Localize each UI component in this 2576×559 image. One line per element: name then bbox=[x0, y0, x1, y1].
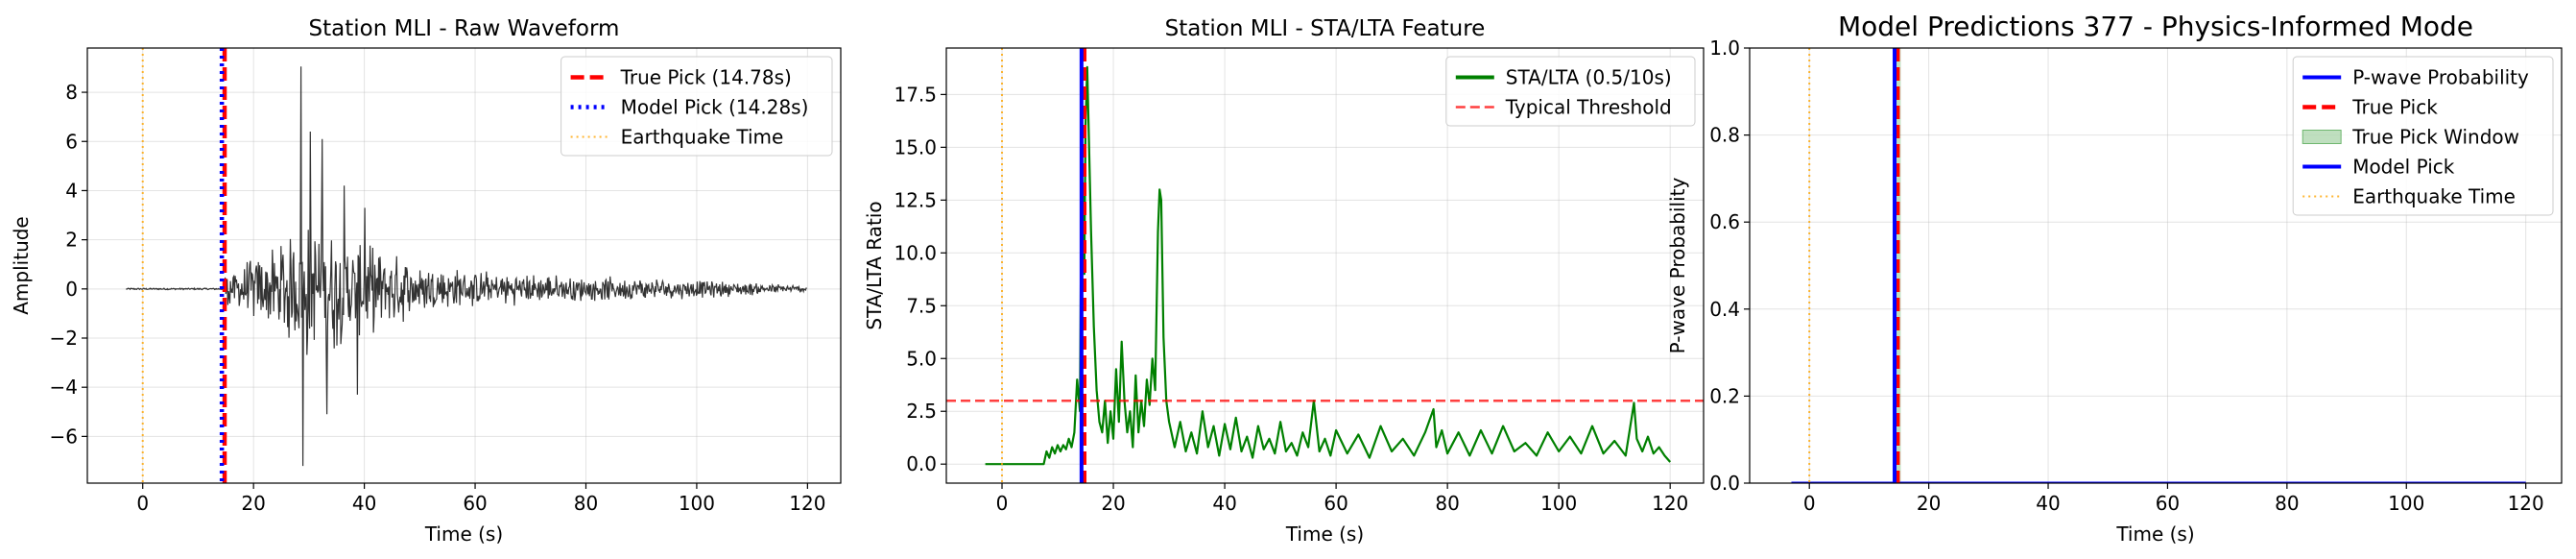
y-tick-label: 5.0 bbox=[906, 347, 937, 370]
y-axis-label: P-wave Probability bbox=[1666, 178, 1689, 354]
legend-entry-label: Earthquake Time bbox=[621, 126, 784, 149]
x-tick-label: 100 bbox=[679, 492, 715, 515]
axes-frame bbox=[86, 47, 842, 484]
plot-area bbox=[1791, 48, 2526, 483]
x-tick-label: 20 bbox=[1101, 492, 1125, 515]
legend: P-wave Probability True Pick True Pick Win… bbox=[2292, 56, 2554, 216]
y-tick-label: 7.5 bbox=[906, 294, 937, 317]
x-tick-label: 0 bbox=[996, 492, 1009, 515]
chart-title: Station MLI - STA/LTA Feature bbox=[1165, 16, 1486, 41]
x-axis-ticks: 0 20 40 60 80 100 120 bbox=[1803, 483, 2544, 515]
x-tick-label: 40 bbox=[2036, 492, 2060, 515]
x-tick-label: 120 bbox=[2508, 492, 2544, 515]
y-tick-label: 0.2 bbox=[1709, 384, 1740, 407]
x-tick-label: 20 bbox=[1917, 492, 1941, 515]
x-tick-label: 40 bbox=[1212, 492, 1236, 515]
y-tick-label: 1.0 bbox=[1709, 36, 1740, 60]
chart-model-predictions: Model Predictions 377 - Physics-Informed… bbox=[1666, 11, 2563, 546]
plot-area bbox=[946, 48, 1704, 483]
y-axis-label: Amplitude bbox=[10, 216, 33, 315]
y-tick-label: 15.0 bbox=[894, 135, 937, 158]
y-tick-label: 2.5 bbox=[906, 400, 937, 423]
x-tick-label: 80 bbox=[574, 492, 598, 515]
x-axis-label: Time (s) bbox=[424, 523, 503, 546]
legend-entry-label: Model Pick bbox=[2352, 156, 2455, 179]
chart-sta-lta-feature: Station MLI - STA/LTA Feature 0 20 40 60 80 1… bbox=[863, 16, 1705, 546]
axes-frame bbox=[1749, 47, 2563, 484]
plot-area bbox=[126, 48, 807, 483]
x-tick-label: 80 bbox=[2275, 492, 2299, 515]
y-tick-label: 4 bbox=[65, 179, 78, 202]
chart-title: Model Predictions 377 - Physics-Informed… bbox=[1838, 11, 2473, 42]
legend-entry-label: True Pick (14.78s) bbox=[620, 66, 792, 89]
legend: STA/LTA (0.5/10s) Typical Threshold bbox=[1445, 56, 1696, 127]
legend-entry-label: Typical Threshold bbox=[1505, 96, 1672, 119]
x-tick-label: 60 bbox=[2156, 492, 2180, 515]
x-tick-label: 0 bbox=[136, 492, 149, 515]
y-tick-label: 2 bbox=[65, 229, 78, 252]
y-axis-ticks: 0.0 0.2 0.4 0.6 0.8 1.0 bbox=[1709, 36, 1750, 495]
x-axis-label: Time (s) bbox=[1285, 523, 1364, 546]
legend-box bbox=[561, 56, 833, 157]
y-tick-label: 12.5 bbox=[894, 188, 937, 211]
series-line bbox=[985, 65, 1672, 466]
x-tick-label: 100 bbox=[1540, 492, 1577, 515]
y-tick-label: 10.0 bbox=[894, 241, 937, 264]
y-tick-label: −6 bbox=[50, 425, 78, 448]
x-tick-label: 100 bbox=[2388, 492, 2424, 515]
legend-box bbox=[2292, 56, 2554, 216]
x-axis-ticks: 0 20 40 60 80 100 120 bbox=[996, 483, 1688, 515]
x-tick-label: 80 bbox=[1435, 492, 1459, 515]
x-axis-label: Time (s) bbox=[2115, 523, 2194, 546]
legend: True Pick (14.78s) Model Pick (14.28s) Ear… bbox=[561, 56, 833, 157]
legend-swatch bbox=[2302, 130, 2342, 144]
x-tick-label: 60 bbox=[1324, 492, 1348, 515]
y-tick-label: 17.5 bbox=[894, 83, 937, 106]
y-tick-label: −2 bbox=[50, 327, 78, 350]
y-tick-label: −4 bbox=[50, 376, 78, 399]
x-axis-ticks: 0 20 40 60 80 100 120 bbox=[136, 483, 825, 515]
legend-entry-label: Model Pick (14.28s) bbox=[621, 96, 809, 119]
y-tick-label: 0.6 bbox=[1709, 210, 1740, 233]
y-axis-label: STA/LTA Ratio bbox=[863, 201, 886, 329]
legend-entry-label: True Pick Window bbox=[2351, 126, 2519, 149]
y-axis-ticks: 0.0 2.5 5.0 7.5 10.0 12.5 15.0 17.5 bbox=[894, 83, 946, 475]
x-tick-label: 0 bbox=[1803, 492, 1816, 515]
axes-frame bbox=[945, 47, 1705, 484]
legend-box bbox=[1445, 56, 1696, 127]
legend-entry-label: Earthquake Time bbox=[2352, 185, 2516, 208]
chart-raw-waveform: Station MLI - Raw Waveform 0 20 40 60 80 100 1… bbox=[10, 16, 842, 546]
legend-entry-label: STA/LTA (0.5/10s) bbox=[1506, 66, 1672, 89]
y-tick-label: 0.0 bbox=[906, 452, 937, 475]
legend-entry-label: True Pick bbox=[2351, 96, 2438, 119]
waveform-line bbox=[126, 66, 807, 467]
y-tick-label: 0.8 bbox=[1709, 124, 1740, 147]
x-tick-label: 60 bbox=[463, 492, 487, 515]
grid-lines bbox=[87, 48, 841, 483]
plot-clip-group bbox=[946, 48, 1704, 483]
chart-title: Station MLI - Raw Waveform bbox=[309, 16, 620, 41]
x-tick-label: 20 bbox=[241, 492, 265, 515]
y-tick-label: 0.4 bbox=[1709, 298, 1740, 321]
x-tick-label: 40 bbox=[352, 492, 376, 515]
y-tick-label: 0 bbox=[65, 278, 78, 301]
y-tick-label: 8 bbox=[65, 81, 78, 104]
plot-clip-group bbox=[1791, 48, 2526, 483]
legend-entry-label: P-wave Probability bbox=[2352, 66, 2529, 89]
x-tick-label: 120 bbox=[789, 492, 825, 515]
plot-clip-group bbox=[126, 48, 807, 483]
y-axis-ticks: −6 −4 −2 0 2 4 6 8 bbox=[50, 81, 87, 448]
x-tick-label: 120 bbox=[1652, 492, 1688, 515]
y-tick-label: 6 bbox=[65, 130, 78, 153]
y-tick-label: 0.0 bbox=[1709, 472, 1740, 495]
